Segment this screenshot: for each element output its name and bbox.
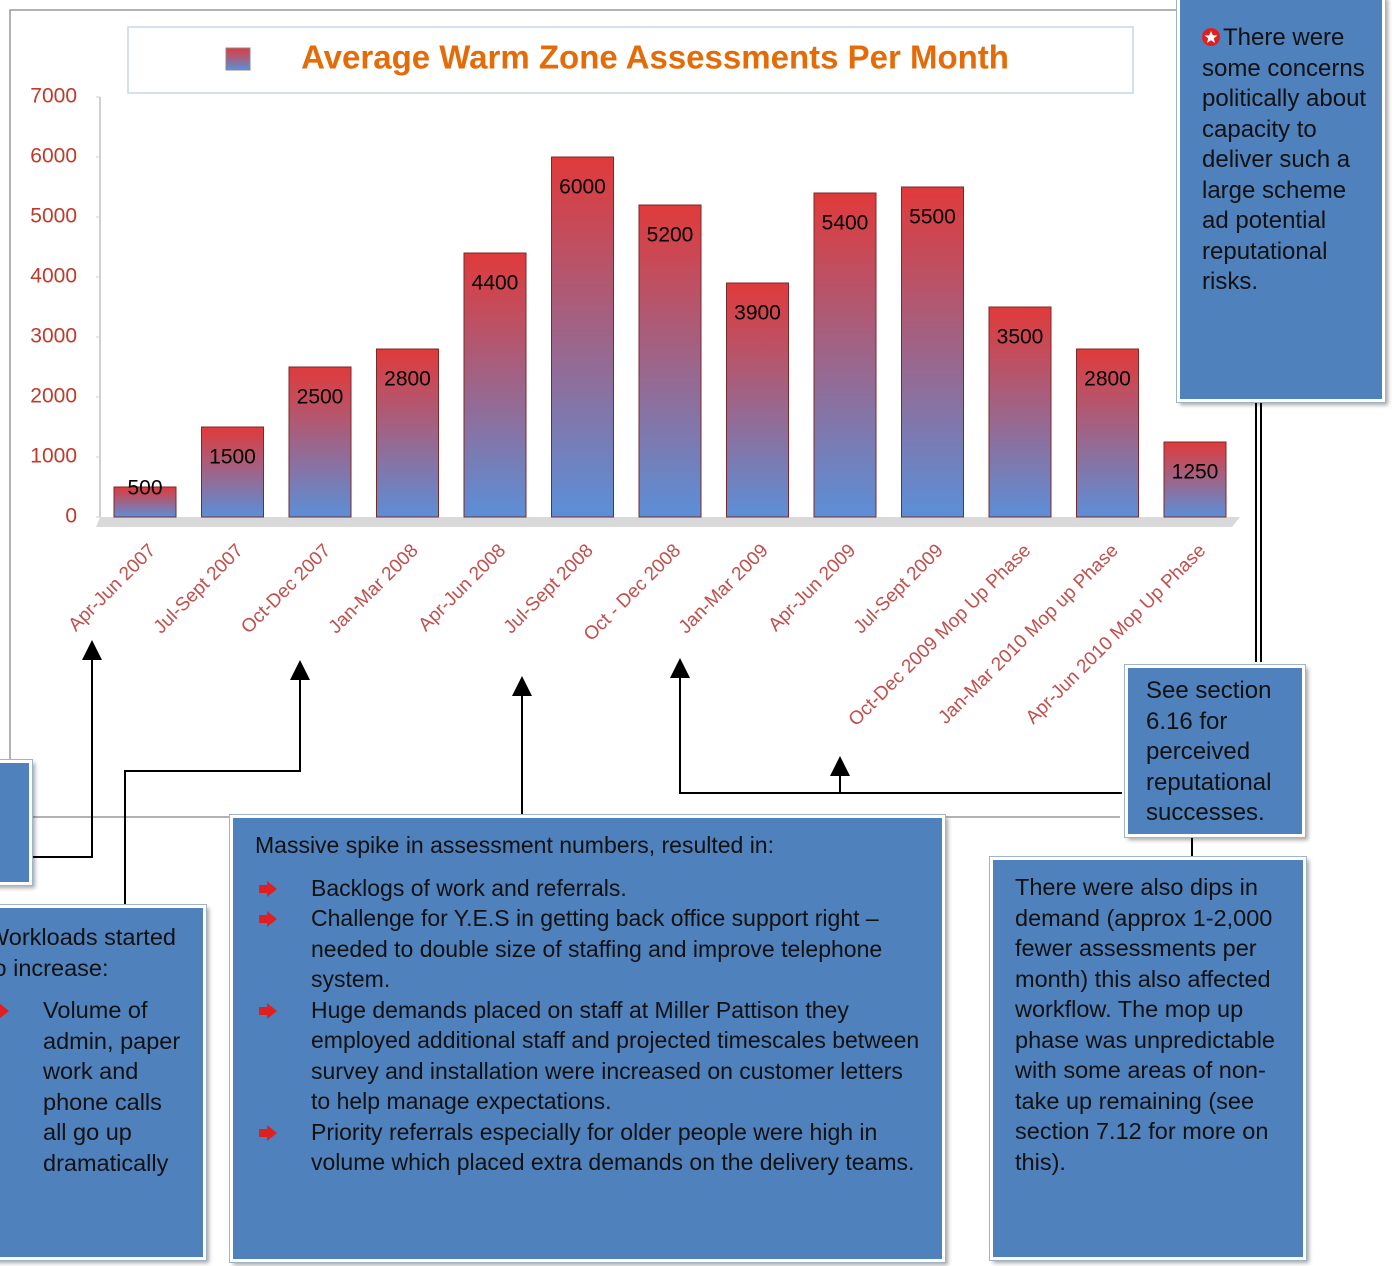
floor <box>96 517 1240 527</box>
bullet-list: Backlogs of work and referrals. Challenge… <box>255 873 922 1178</box>
bullet-text: Backlogs of work and referrals. <box>311 874 627 901</box>
annotation-text: See section 6.16 for perceived reputatio… <box>1146 676 1290 829</box>
data-label: 1250 <box>1172 461 1219 484</box>
bar <box>201 426 264 518</box>
annotation-box: There were some concerns politically abo… <box>1176 0 1386 403</box>
bullet-text: Huge demands placed on staff at Miller P… <box>311 996 920 1115</box>
y-tick-label: 0 <box>65 505 77 528</box>
x-tick-label: Jul-Sept 2009 <box>850 540 948 638</box>
bullet-icon <box>259 880 277 897</box>
bullet-item: Huge demands placed on staff at Miller P… <box>255 995 922 1117</box>
annotation-box: There were also dips in demand (approx 1… <box>989 856 1307 1261</box>
bar <box>1076 348 1139 518</box>
data-label: 3500 <box>997 326 1044 349</box>
bar <box>113 486 177 518</box>
chart-title: Average Warm Zone Assessments Per Month <box>301 39 1009 76</box>
connector <box>124 660 310 905</box>
annotation-box <box>0 759 33 886</box>
x-tick-label: Jan-Mar 2010 Mop up Phase <box>934 540 1122 728</box>
data-label: 5500 <box>909 206 956 229</box>
annotation-text: There were some concerns politically abo… <box>1202 24 1367 295</box>
bullet-icon <box>259 1002 277 1019</box>
data-label: 5400 <box>822 212 869 235</box>
bar <box>551 156 614 518</box>
y-tick-label: 5000 <box>30 205 77 228</box>
annotation-box: See section 6.16 for perceived reputatio… <box>1124 664 1306 838</box>
bullet-text: Volume of admin, paper work and phone ca… <box>43 997 181 1176</box>
bullet-item: Priority referrals especially for older … <box>255 1117 922 1178</box>
y-tick-label: 7000 <box>30 85 77 108</box>
x-tick-label: Apr-Jun 2008 <box>415 540 511 636</box>
annotation-text: Massive spike in assessment numbers, res… <box>255 832 774 858</box>
bullet-icon <box>259 911 277 927</box>
bar <box>638 204 702 518</box>
bullet-item: Backlogs of work and referrals. <box>255 873 922 904</box>
data-label: 500 <box>127 477 162 500</box>
x-tick-label: Jan-Mar 2009 <box>675 540 773 638</box>
connectors <box>25 398 1262 905</box>
connector <box>670 658 1122 794</box>
data-label: 2800 <box>1084 368 1131 391</box>
x-tick-label: Apr-Jun 2007 <box>65 540 161 636</box>
bullet-list: Volume of admin, paper work and phone ca… <box>0 995 189 1178</box>
chart-frame <box>9 9 1178 760</box>
data-label: 5200 <box>647 224 694 247</box>
x-tick-label: Oct-Dec 2007 <box>237 540 335 638</box>
title-box <box>127 26 1134 94</box>
annotation-text: See section 6.16 for perceived reputatio… <box>1146 677 1272 826</box>
data-label: 2800 <box>384 368 431 391</box>
bullet-item: Volume of admin, paper work and phone ca… <box>0 995 189 1178</box>
bar <box>1163 441 1227 518</box>
y-tick-label: 4000 <box>30 265 77 288</box>
bar <box>463 252 527 518</box>
bullet-text: Challenge for Y.E.S in getting back offi… <box>311 905 883 992</box>
annotation-text: Massive spike in assessment numbers, res… <box>255 830 922 861</box>
connector <box>25 640 102 858</box>
annotation-box: Massive spike in assessment numbers, res… <box>229 814 946 1263</box>
y-tick-label: 3000 <box>30 325 77 348</box>
legend-icon <box>225 47 251 71</box>
bar <box>376 348 439 518</box>
data-label: 6000 <box>559 176 606 199</box>
bar <box>726 282 789 518</box>
data-label: 4400 <box>472 272 519 295</box>
y-tick-label: 2000 <box>30 385 77 408</box>
x-tick-label: Jan-Mar 2008 <box>325 540 423 638</box>
bullet-text: Priority referrals especially for older … <box>311 1118 915 1176</box>
bullet-icon <box>0 1003 9 1019</box>
bar <box>988 306 1052 518</box>
x-tick-label: Jul-Sept 2007 <box>150 540 248 638</box>
annotation-text: There were also dips in demand (approx 1… <box>1015 874 1275 1175</box>
y-tick-label: 6000 <box>30 145 77 168</box>
bullet-item: Challenge for Y.E.S in getting back offi… <box>255 903 922 995</box>
annotation-text: Workloads started to increase: <box>0 922 189 983</box>
star-icon <box>1202 28 1220 46</box>
x-tick-label: Oct-Dec 2009 Mop Up Phase <box>845 540 1035 730</box>
y-tick-label: 1000 <box>30 445 77 468</box>
bar <box>288 366 352 518</box>
annotation-text: There were also dips in demand (approx 1… <box>1015 872 1289 1177</box>
annotation-text: There were some concerns politically abo… <box>1202 23 1368 298</box>
annotation-text: Workloads started to increase: <box>0 924 176 981</box>
x-tick-label: Jul-Sept 2008 <box>500 540 598 638</box>
data-label: 1500 <box>209 446 256 469</box>
annotation-box: Workloads started to increase: Volume of … <box>0 904 207 1261</box>
bar <box>901 186 964 518</box>
x-tick-label: Apr-Jun 2009 <box>765 540 861 636</box>
data-label: 3900 <box>734 302 781 325</box>
data-label: 2500 <box>297 386 344 409</box>
bullet-icon <box>259 1124 277 1141</box>
bar <box>813 192 877 518</box>
